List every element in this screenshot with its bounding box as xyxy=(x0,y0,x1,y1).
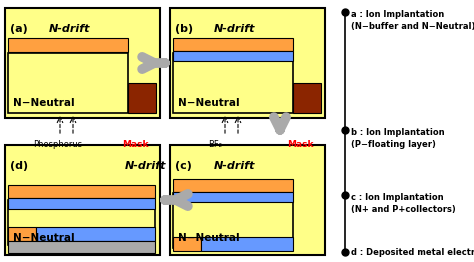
Bar xyxy=(170,145,325,255)
Bar xyxy=(170,8,325,118)
Text: N−Neutral: N−Neutral xyxy=(178,233,240,243)
Text: N−Neutral: N−Neutral xyxy=(178,98,240,108)
Bar xyxy=(8,200,155,245)
Text: (P−floating layer): (P−floating layer) xyxy=(351,140,436,149)
Bar xyxy=(173,38,293,51)
Bar xyxy=(5,8,160,118)
Text: N−Neutral: N−Neutral xyxy=(13,98,74,108)
Bar xyxy=(8,185,155,198)
Text: a : Ion Implantation: a : Ion Implantation xyxy=(351,10,444,19)
Text: (d): (d) xyxy=(10,161,28,171)
Text: (b): (b) xyxy=(175,24,193,34)
Text: BF₂: BF₂ xyxy=(208,140,222,149)
Bar xyxy=(173,237,201,251)
Bar xyxy=(173,179,293,192)
Text: N-drift: N-drift xyxy=(49,24,91,34)
Text: N−Neutral: N−Neutral xyxy=(13,233,74,243)
Text: N-drift: N-drift xyxy=(125,161,166,171)
Bar xyxy=(201,237,293,251)
Bar xyxy=(173,192,293,202)
Bar xyxy=(173,53,293,113)
Text: b : Ion Implantation: b : Ion Implantation xyxy=(351,128,445,137)
Bar xyxy=(293,83,321,113)
Text: Mask: Mask xyxy=(287,140,313,149)
Bar xyxy=(5,145,160,255)
Text: Mask: Mask xyxy=(122,140,148,149)
Bar xyxy=(8,241,155,253)
Text: N-drift: N-drift xyxy=(214,161,256,171)
Text: (a): (a) xyxy=(10,24,28,34)
Text: Phosphorus: Phosphorus xyxy=(33,140,82,149)
Text: d : Deposited metal electrode: d : Deposited metal electrode xyxy=(351,248,474,257)
Text: N-drift: N-drift xyxy=(214,24,256,34)
Text: (N+ and P+collectors): (N+ and P+collectors) xyxy=(351,205,456,214)
Bar xyxy=(128,83,156,113)
Text: (c): (c) xyxy=(175,161,192,171)
Bar xyxy=(36,227,155,241)
Bar xyxy=(8,38,128,52)
Text: c : Ion Implantation: c : Ion Implantation xyxy=(351,193,444,202)
Bar xyxy=(173,51,293,61)
Text: (N−buffer and N−Neutral): (N−buffer and N−Neutral) xyxy=(351,22,474,31)
Bar xyxy=(173,193,293,248)
Bar xyxy=(8,227,36,241)
Bar xyxy=(8,198,155,209)
Bar xyxy=(8,53,128,113)
